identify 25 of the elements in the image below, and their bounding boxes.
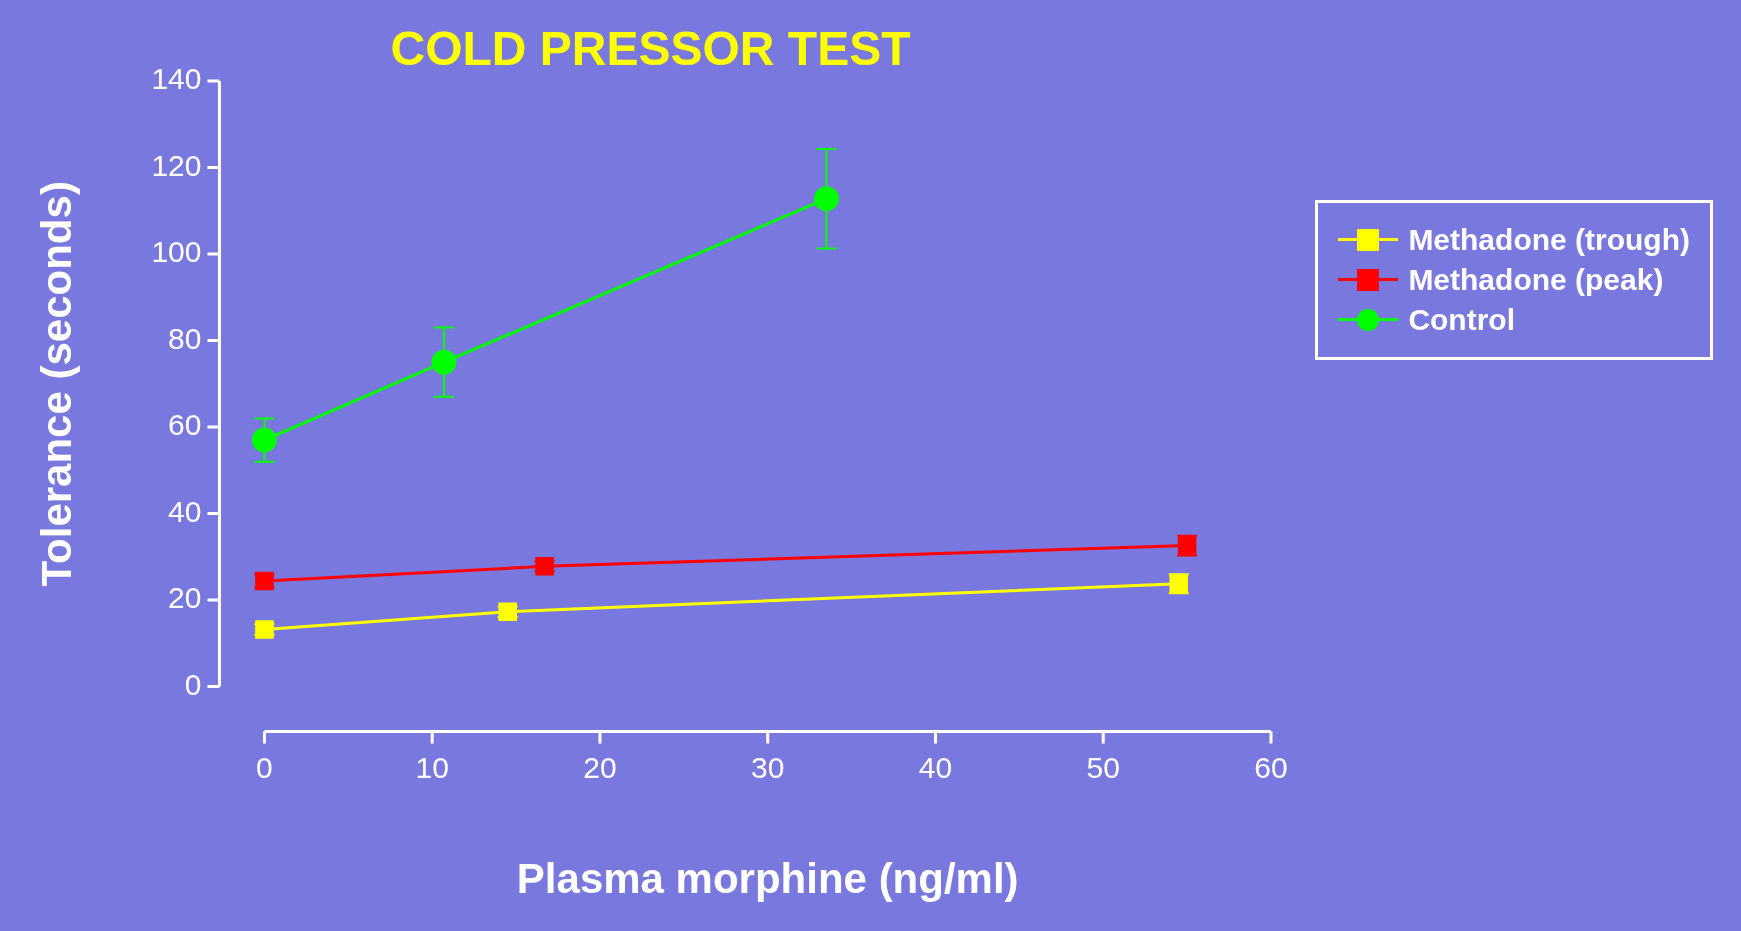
y-tick-label: 100: [151, 235, 202, 269]
x-tick-label: 20: [583, 750, 617, 784]
y-tick-label: 120: [151, 148, 202, 182]
x-tick-label: 0: [256, 750, 273, 784]
y-tick-label: 80: [168, 321, 202, 355]
point: [251, 427, 277, 453]
x-tick-label: 50: [1086, 750, 1120, 784]
point: [813, 186, 839, 212]
y-tick-label: 140: [151, 62, 202, 96]
x-axis-title: Plasma morphine (ng/ml): [516, 855, 1019, 903]
y-tick-label: 0: [184, 667, 202, 701]
legend-label: Methadone (trough): [1408, 223, 1690, 257]
y-tick-label: 20: [168, 581, 202, 615]
x-tick-label: 60: [1254, 750, 1288, 784]
legend-label: Control: [1408, 303, 1516, 337]
y-tick-label: 60: [168, 408, 202, 442]
point: [498, 602, 517, 622]
y-axis-title: Tolerance (seconds): [32, 181, 80, 587]
point: [431, 349, 457, 375]
x-tick-label: 30: [751, 750, 785, 784]
chart-title: COLD PRESSOR TEST: [390, 22, 911, 76]
x-tick-label: 10: [415, 750, 449, 784]
legend-label: Methadone (peak): [1408, 263, 1664, 297]
y-tick-label: 40: [168, 494, 202, 528]
x-tick-label: 40: [918, 750, 953, 784]
